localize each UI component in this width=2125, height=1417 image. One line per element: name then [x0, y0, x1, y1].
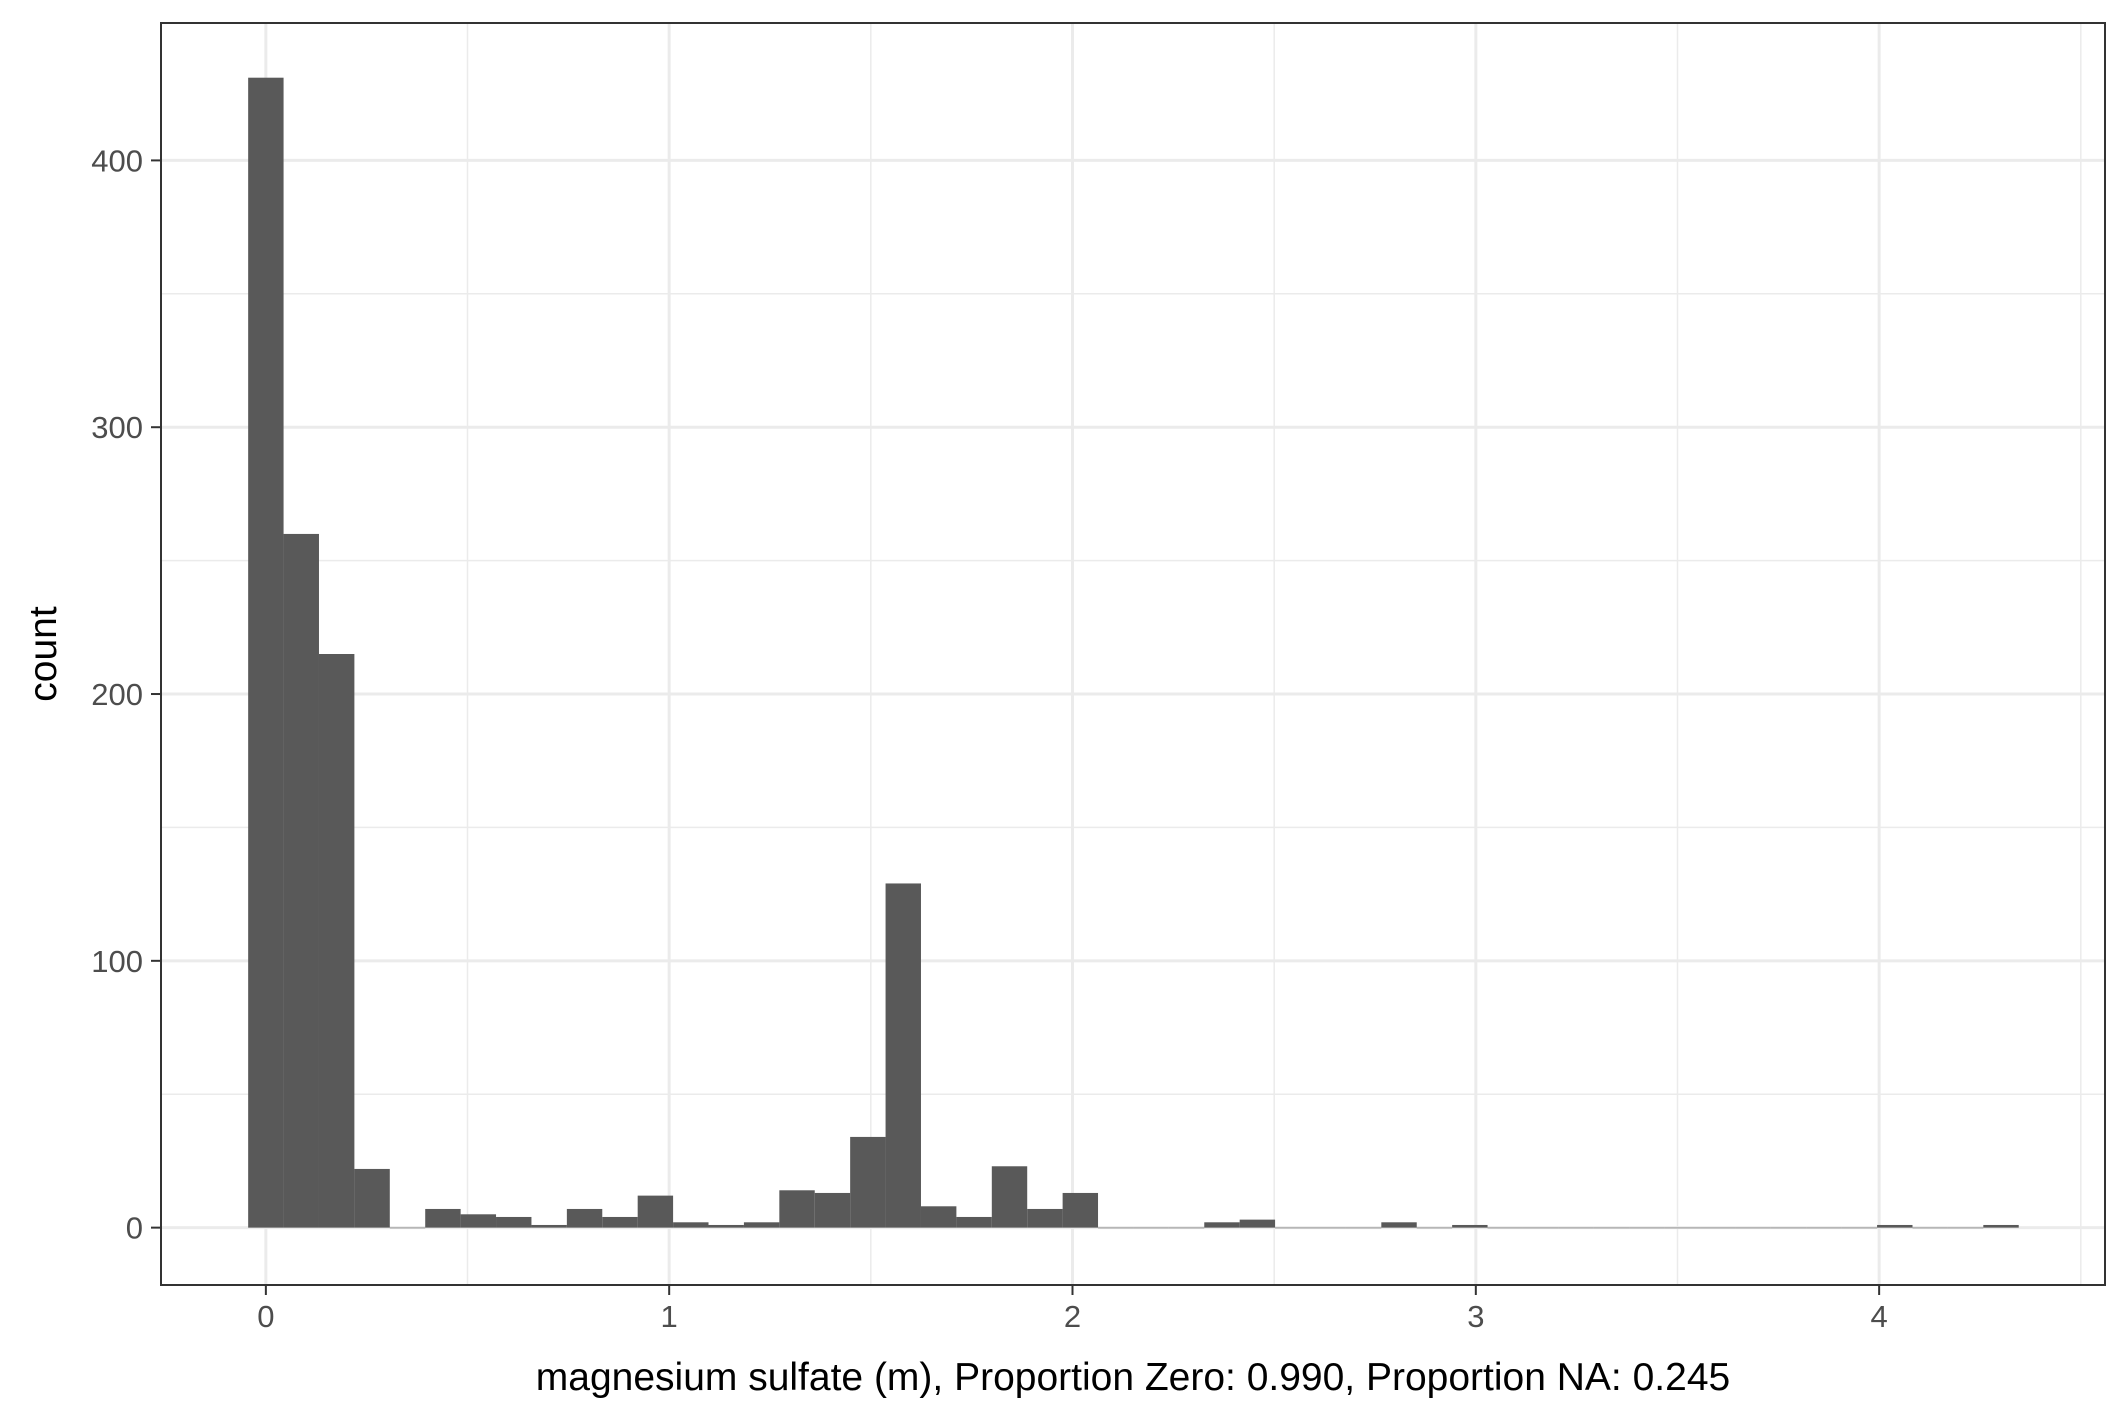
- histogram-bar: [1664, 1227, 1701, 1229]
- y-tick-label: 300: [91, 410, 143, 445]
- histogram-bar: [1558, 1227, 1594, 1229]
- histogram-bar: [1700, 1227, 1736, 1229]
- grid-minor: [161, 23, 2105, 1285]
- histogram-bar: [1416, 1227, 1453, 1229]
- histogram-bar: [1027, 1208, 1063, 1228]
- histogram-bar: [708, 1224, 744, 1228]
- histogram-bar: [850, 1136, 886, 1228]
- histogram-bar: [389, 1227, 426, 1229]
- histogram-bar: [1522, 1227, 1559, 1229]
- x-tick-label: 0: [257, 1299, 274, 1334]
- histogram-bar: [956, 1216, 992, 1228]
- y-tick-label: 100: [91, 944, 143, 979]
- histogram-bar: [1877, 1224, 1913, 1228]
- histogram-bar: [1947, 1227, 1984, 1229]
- histogram-bar: [1912, 1227, 1948, 1229]
- histogram-bar: [460, 1214, 497, 1228]
- y-tick-label: 0: [126, 1211, 143, 1246]
- x-tick-label: 1: [661, 1299, 678, 1334]
- histogram-bar: [1381, 1222, 1417, 1228]
- histogram-bar: [1806, 1227, 1842, 1229]
- x-axis: 0 1 2 3 4: [257, 1285, 1888, 1334]
- histogram-bar: [1345, 1227, 1382, 1229]
- histogram-bar: [1310, 1227, 1346, 1229]
- histogram-bar: [496, 1216, 532, 1228]
- y-axis-title: count: [22, 606, 65, 702]
- histogram-bar: [354, 1168, 390, 1228]
- y-tick-label: 200: [91, 677, 143, 712]
- x-tick-label: 2: [1064, 1299, 1081, 1334]
- histogram-bar: [920, 1206, 957, 1228]
- histogram-bar: [1204, 1222, 1240, 1228]
- histogram-bar: [673, 1222, 709, 1228]
- histogram-bar: [779, 1190, 815, 1228]
- panel-border: [160, 22, 2106, 1286]
- y-axis: 0 100 200 300 400: [91, 143, 161, 1246]
- histogram-bar: [1629, 1227, 1665, 1229]
- histogram-bar: [1841, 1227, 1878, 1229]
- histogram-bar: [1275, 1227, 1311, 1229]
- x-tick-label: 4: [1871, 1299, 1888, 1334]
- histogram-bar: [1062, 1192, 1099, 1228]
- histogram-bar: [425, 1208, 461, 1228]
- x-tick-label: 3: [1467, 1299, 1484, 1334]
- histogram-bar: [814, 1192, 851, 1228]
- histogram-bar: [318, 654, 355, 1228]
- histogram-bar: [1098, 1227, 1134, 1229]
- histogram-bar: [743, 1222, 780, 1228]
- histogram-bar: [1487, 1227, 1523, 1229]
- histogram-bar: [283, 533, 319, 1228]
- histogram-bar: [1133, 1227, 1169, 1229]
- histogram-bar: [566, 1208, 603, 1228]
- histogram-bar: [602, 1216, 638, 1228]
- histogram-bar: [248, 77, 284, 1228]
- histogram-bar: [637, 1195, 674, 1228]
- histogram-bar: [1770, 1227, 1807, 1229]
- histogram-bar: [1983, 1224, 2019, 1228]
- histogram-bar: [1452, 1224, 1488, 1228]
- histogram-bar: [991, 1166, 1028, 1228]
- x-axis-title: magnesium sulfate (m), Proportion Zero: …: [536, 1356, 1730, 1399]
- histogram-bar: [1168, 1227, 1205, 1229]
- histogram-bar: [1735, 1227, 1771, 1229]
- histogram-bar: [885, 883, 921, 1228]
- histogram-bar: [531, 1224, 567, 1228]
- histogram-bar: [1239, 1219, 1276, 1228]
- histogram-bars: [248, 77, 2019, 1229]
- y-tick-label: 400: [91, 143, 143, 178]
- histogram-bar: [1593, 1227, 1630, 1229]
